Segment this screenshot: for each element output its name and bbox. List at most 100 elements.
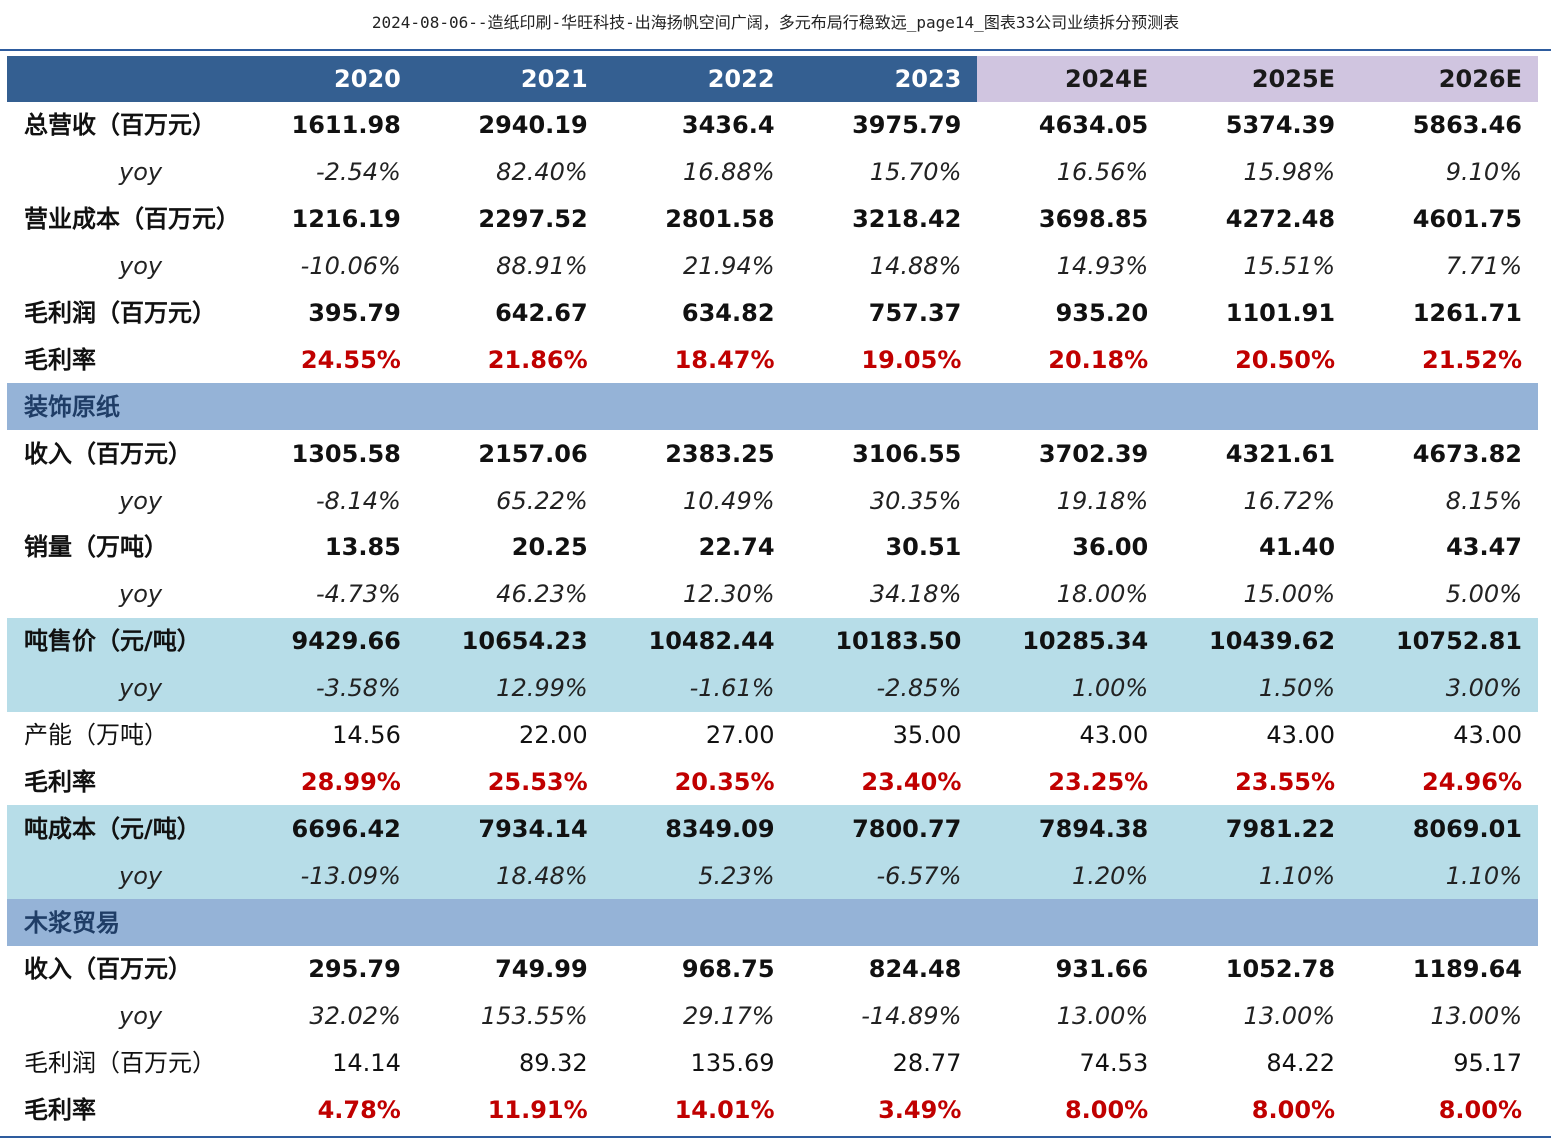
value-cell: 4601.75 xyxy=(1412,205,1522,234)
header-year-2020: 2020 xyxy=(230,56,417,102)
value-cell: 16.88% xyxy=(683,158,775,187)
row-gross-profit: 毛利润（百万元） 395.79 642.67 634.82 757.37 935… xyxy=(7,290,1538,337)
value-cell: 935.20 xyxy=(1055,299,1149,327)
value-cell: 10.49% xyxy=(683,486,775,515)
value-cell: 23.40% xyxy=(861,767,962,796)
value-cell: 5.23% xyxy=(603,852,791,900)
value-cell: 1261.71 xyxy=(1412,299,1522,327)
value-cell: 1.10% xyxy=(1351,852,1538,900)
value-cell: 19.18% xyxy=(1056,486,1149,515)
value-cell: 28.99% xyxy=(300,767,401,796)
row-total-revenue: 总营收（百万元） 1611.98 2940.19 3436.4 3975.79 … xyxy=(7,102,1538,149)
header-row: 2020 2021 2022 2023 2024E 2025E 2026E xyxy=(7,56,1538,102)
value-cell: -4.73% xyxy=(315,580,401,609)
value-cell: 9429.66 xyxy=(230,617,417,665)
row-total-revenue-yoy: yoy -2.54% 82.40% 16.88% 15.70% 16.56% 1… xyxy=(7,149,1538,196)
row-decor-sales-volume: 销量（万吨） 13.85 20.25 22.74 30.51 36.00 41.… xyxy=(7,524,1538,571)
value-cell: 89.32 xyxy=(518,1049,588,1078)
value-cell: 634.82 xyxy=(681,299,775,327)
value-cell: 88.91% xyxy=(496,252,588,281)
value-cell: 2297.52 xyxy=(478,205,588,234)
value-cell: 5374.39 xyxy=(1225,111,1336,140)
value-cell: -10.06% xyxy=(300,252,401,281)
value-cell: 23.25% xyxy=(1048,767,1149,796)
value-cell: 2157.06 xyxy=(478,439,588,468)
value-cell: 3218.42 xyxy=(852,205,962,234)
value-cell: 16.56% xyxy=(1056,158,1149,187)
value-cell: 15.70% xyxy=(869,158,962,187)
value-cell: 7.71% xyxy=(1445,252,1522,281)
row-decor-price-per-ton-yoy: yoy -3.58% 12.99% -1.61% -2.85% 1.00% 1.… xyxy=(7,664,1538,712)
value-cell: 1611.98 xyxy=(291,111,401,140)
value-cell: 1189.64 xyxy=(1412,955,1522,984)
value-cell: 18.47% xyxy=(674,345,775,374)
value-cell: -2.85% xyxy=(790,664,978,712)
header-year-2022: 2022 xyxy=(603,56,791,102)
value-cell: 20.25 xyxy=(511,533,588,562)
value-cell: 30.35% xyxy=(869,486,962,515)
value-cell: 6696.42 xyxy=(230,805,417,853)
value-cell: 41.40 xyxy=(1259,533,1336,562)
value-cell: 14.01% xyxy=(674,1096,775,1125)
row-label: 吨售价（元/吨） xyxy=(7,617,230,665)
row-label: yoy xyxy=(119,252,163,281)
value-cell: 84.22 xyxy=(1266,1049,1336,1078)
value-cell: 30.51 xyxy=(885,533,962,562)
value-cell: 10482.44 xyxy=(603,617,791,665)
value-cell: 7894.38 xyxy=(977,805,1165,853)
value-cell: 7800.77 xyxy=(790,805,978,853)
row-label: yoy xyxy=(119,1002,163,1031)
value-cell: 28.77 xyxy=(892,1049,962,1078)
value-cell: -14.89% xyxy=(861,1002,962,1031)
value-cell: 20.35% xyxy=(674,767,775,796)
value-cell: 95.17 xyxy=(1453,1049,1522,1078)
forecast-table: 2020 2021 2022 2023 2024E 2025E 2026E 总营… xyxy=(7,56,1538,1134)
row-label: 毛利率 xyxy=(24,1096,96,1125)
row-gross-margin: 毛利率 24.55% 21.86% 18.47% 19.05% 20.18% 2… xyxy=(7,336,1538,383)
header-year-2023: 2023 xyxy=(790,56,978,102)
row-decor-capacity: 产能（万吨） 14.56 22.00 27.00 35.00 43.00 43.… xyxy=(7,712,1538,759)
value-cell: 7934.14 xyxy=(416,805,604,853)
value-cell: 931.66 xyxy=(1055,955,1149,984)
value-cell: 14.88% xyxy=(869,252,962,281)
value-cell: 4673.82 xyxy=(1412,439,1522,468)
value-cell: 24.96% xyxy=(1422,767,1522,796)
value-cell: 20.50% xyxy=(1235,345,1336,374)
row-label: yoy xyxy=(7,852,230,900)
value-cell: 135.69 xyxy=(690,1049,775,1078)
value-cell: 2383.25 xyxy=(665,439,775,468)
value-cell: -3.58% xyxy=(230,664,417,712)
row-decor-revenue-yoy: yoy -8.14% 65.22% 10.49% 30.35% 19.18% 1… xyxy=(7,477,1538,524)
value-cell: 395.79 xyxy=(308,299,401,327)
value-cell: 295.79 xyxy=(308,955,401,984)
value-cell: 43.47 xyxy=(1446,533,1522,562)
value-cell: 13.00% xyxy=(1056,1002,1149,1031)
row-label: yoy xyxy=(119,158,163,187)
value-cell: 12.30% xyxy=(683,580,775,609)
section-title: 木浆贸易 xyxy=(7,899,1538,947)
value-cell: 1216.19 xyxy=(291,205,401,234)
value-cell: 24.55% xyxy=(300,345,401,374)
row-label: yoy xyxy=(119,486,163,515)
value-cell: 10654.23 xyxy=(416,617,604,665)
value-cell: 4321.61 xyxy=(1225,439,1336,468)
value-cell: 2940.19 xyxy=(478,111,588,140)
header-year-2021: 2021 xyxy=(416,56,604,102)
row-pulp-revenue-yoy: yoy 32.02% 153.55% 29.17% -14.89% 13.00%… xyxy=(7,993,1538,1040)
value-cell: 74.53 xyxy=(1079,1049,1149,1078)
value-cell: 8.00% xyxy=(1064,1096,1149,1125)
header-year-2024e: 2024E xyxy=(977,56,1165,102)
value-cell: 3.49% xyxy=(878,1096,962,1125)
value-cell: 9.10% xyxy=(1445,158,1522,187)
top-rule xyxy=(0,49,1551,51)
value-cell: 1.00% xyxy=(977,664,1165,712)
value-cell: 10285.34 xyxy=(977,617,1165,665)
value-cell: 11.91% xyxy=(487,1096,588,1125)
row-decor-revenue: 收入（百万元） 1305.58 2157.06 2383.25 3106.55 … xyxy=(7,430,1538,477)
value-cell: 3698.85 xyxy=(1038,205,1149,234)
row-label: 营业成本（百万元） xyxy=(24,205,230,234)
row-label: 产能（万吨） xyxy=(24,721,168,750)
value-cell: 1.10% xyxy=(1164,852,1352,900)
value-cell: 10439.62 xyxy=(1164,617,1352,665)
value-cell: 8349.09 xyxy=(603,805,791,853)
